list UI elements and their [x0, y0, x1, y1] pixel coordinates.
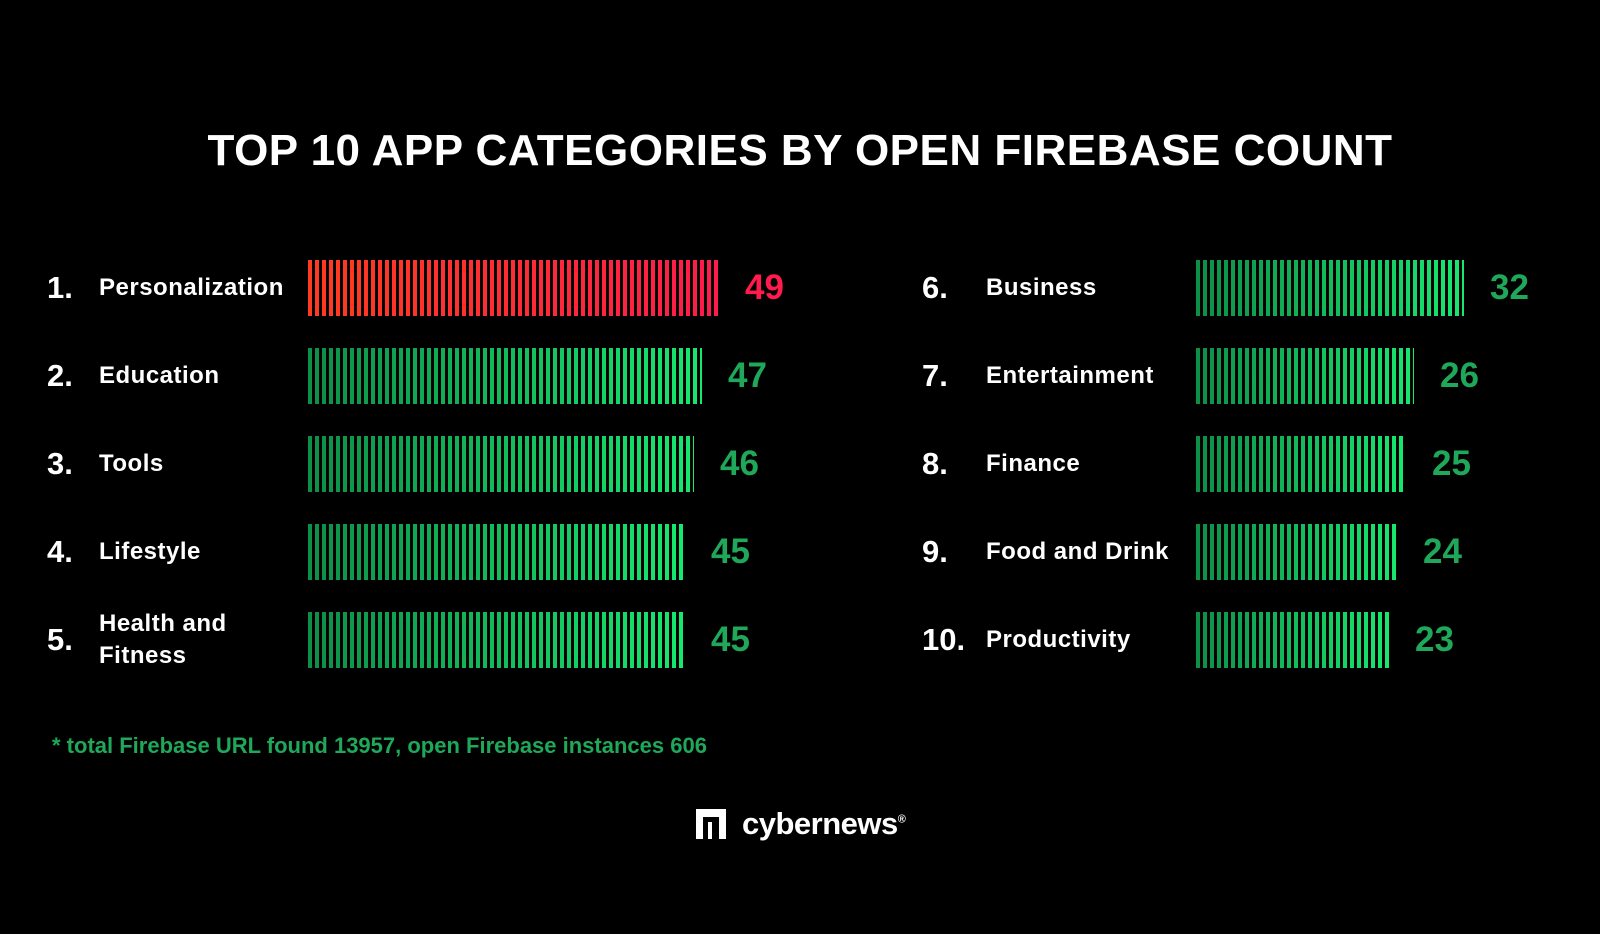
rank-label: 10.: [922, 622, 966, 657]
rank-label: 9.: [922, 534, 948, 569]
brand-name-text: cybernews: [742, 806, 898, 841]
footnote-prefix: * total Firebase URL found: [52, 733, 334, 758]
rank-label: 4.: [47, 534, 73, 569]
chart-row: 6. Business 32: [922, 258, 1562, 318]
bar: [1196, 260, 1464, 316]
chart-row: 3. Tools 46: [47, 434, 759, 494]
rank-label: 6.: [922, 270, 948, 305]
bar-fill: [1196, 348, 1414, 404]
cybernews-logo-icon: [696, 809, 726, 839]
chart-row: 5. Health and Fitness 45: [47, 610, 750, 670]
category-label: Entertainment: [986, 362, 1154, 389]
bar-fill: [308, 436, 694, 492]
footnote-middle: , open Firebase instances: [395, 733, 671, 758]
bar-fill: [308, 260, 719, 316]
bar-fill: [308, 524, 685, 580]
bar-fill: [1196, 612, 1389, 668]
bar: [1196, 524, 1397, 580]
rank-label: 7.: [922, 358, 948, 393]
rank-label: 5.: [47, 622, 73, 657]
category-label: Education: [99, 362, 220, 389]
rank-label: 8.: [922, 446, 948, 481]
chart-row: 8. Finance 25: [922, 434, 1562, 494]
chart-row: 1. Personalization 49: [47, 258, 784, 318]
rank-label: 3.: [47, 446, 73, 481]
data-label: 23: [1415, 620, 1454, 659]
data-label: 49: [745, 268, 784, 307]
rank-label: 1.: [47, 270, 73, 305]
bar-fill: [1196, 524, 1397, 580]
bar: [308, 260, 719, 316]
category-label: Tools: [99, 450, 164, 477]
chart-row: 7. Entertainment 26: [922, 346, 1562, 406]
bar: [308, 348, 702, 404]
footnote: * total Firebase URL found 13957, open F…: [52, 733, 707, 759]
category-label: Food and Drink: [986, 538, 1169, 565]
data-label: 25: [1432, 444, 1471, 483]
registered-mark: ®: [897, 813, 906, 826]
data-label: 46: [720, 444, 759, 483]
bar: [308, 612, 685, 668]
data-label: 45: [711, 620, 750, 659]
data-label: 47: [728, 356, 767, 395]
brand-name: cybernews®: [742, 806, 906, 842]
category-label: Productivity: [986, 626, 1131, 653]
category-label: Finance: [986, 450, 1081, 477]
bar: [308, 524, 685, 580]
bar: [1196, 436, 1406, 492]
chart-row: 4. Lifestyle 45: [47, 522, 750, 582]
rank-label: 2.: [47, 358, 73, 393]
data-label: 32: [1490, 268, 1529, 307]
category-label: Business: [986, 274, 1097, 301]
bar: [308, 436, 694, 492]
bar-fill: [1196, 260, 1464, 316]
category-label: Personalization: [99, 274, 284, 301]
category-label: Health and Fitness: [99, 610, 227, 669]
bar-fill: [308, 612, 685, 668]
footnote-open-instances: 606: [670, 733, 707, 758]
data-label: 24: [1423, 532, 1462, 571]
data-label: 45: [711, 532, 750, 571]
category-label: Lifestyle: [99, 538, 201, 565]
footnote-total-urls: 13957: [333, 733, 396, 758]
bar: [1196, 612, 1389, 668]
bar-fill: [308, 348, 702, 404]
chart-title: TOP 10 APP CATEGORIES BY OPEN FIREBASE C…: [207, 126, 1393, 175]
bar: [1196, 348, 1414, 404]
bar-fill: [1196, 436, 1406, 492]
chart-row: 9. Food and Drink 24: [922, 522, 1562, 582]
chart-row: 10. Productivity 23: [922, 610, 1562, 670]
cybernews-logo: cybernews®: [696, 806, 906, 842]
chart-row: 2. Education 47: [47, 346, 767, 406]
data-label: 26: [1440, 356, 1479, 395]
